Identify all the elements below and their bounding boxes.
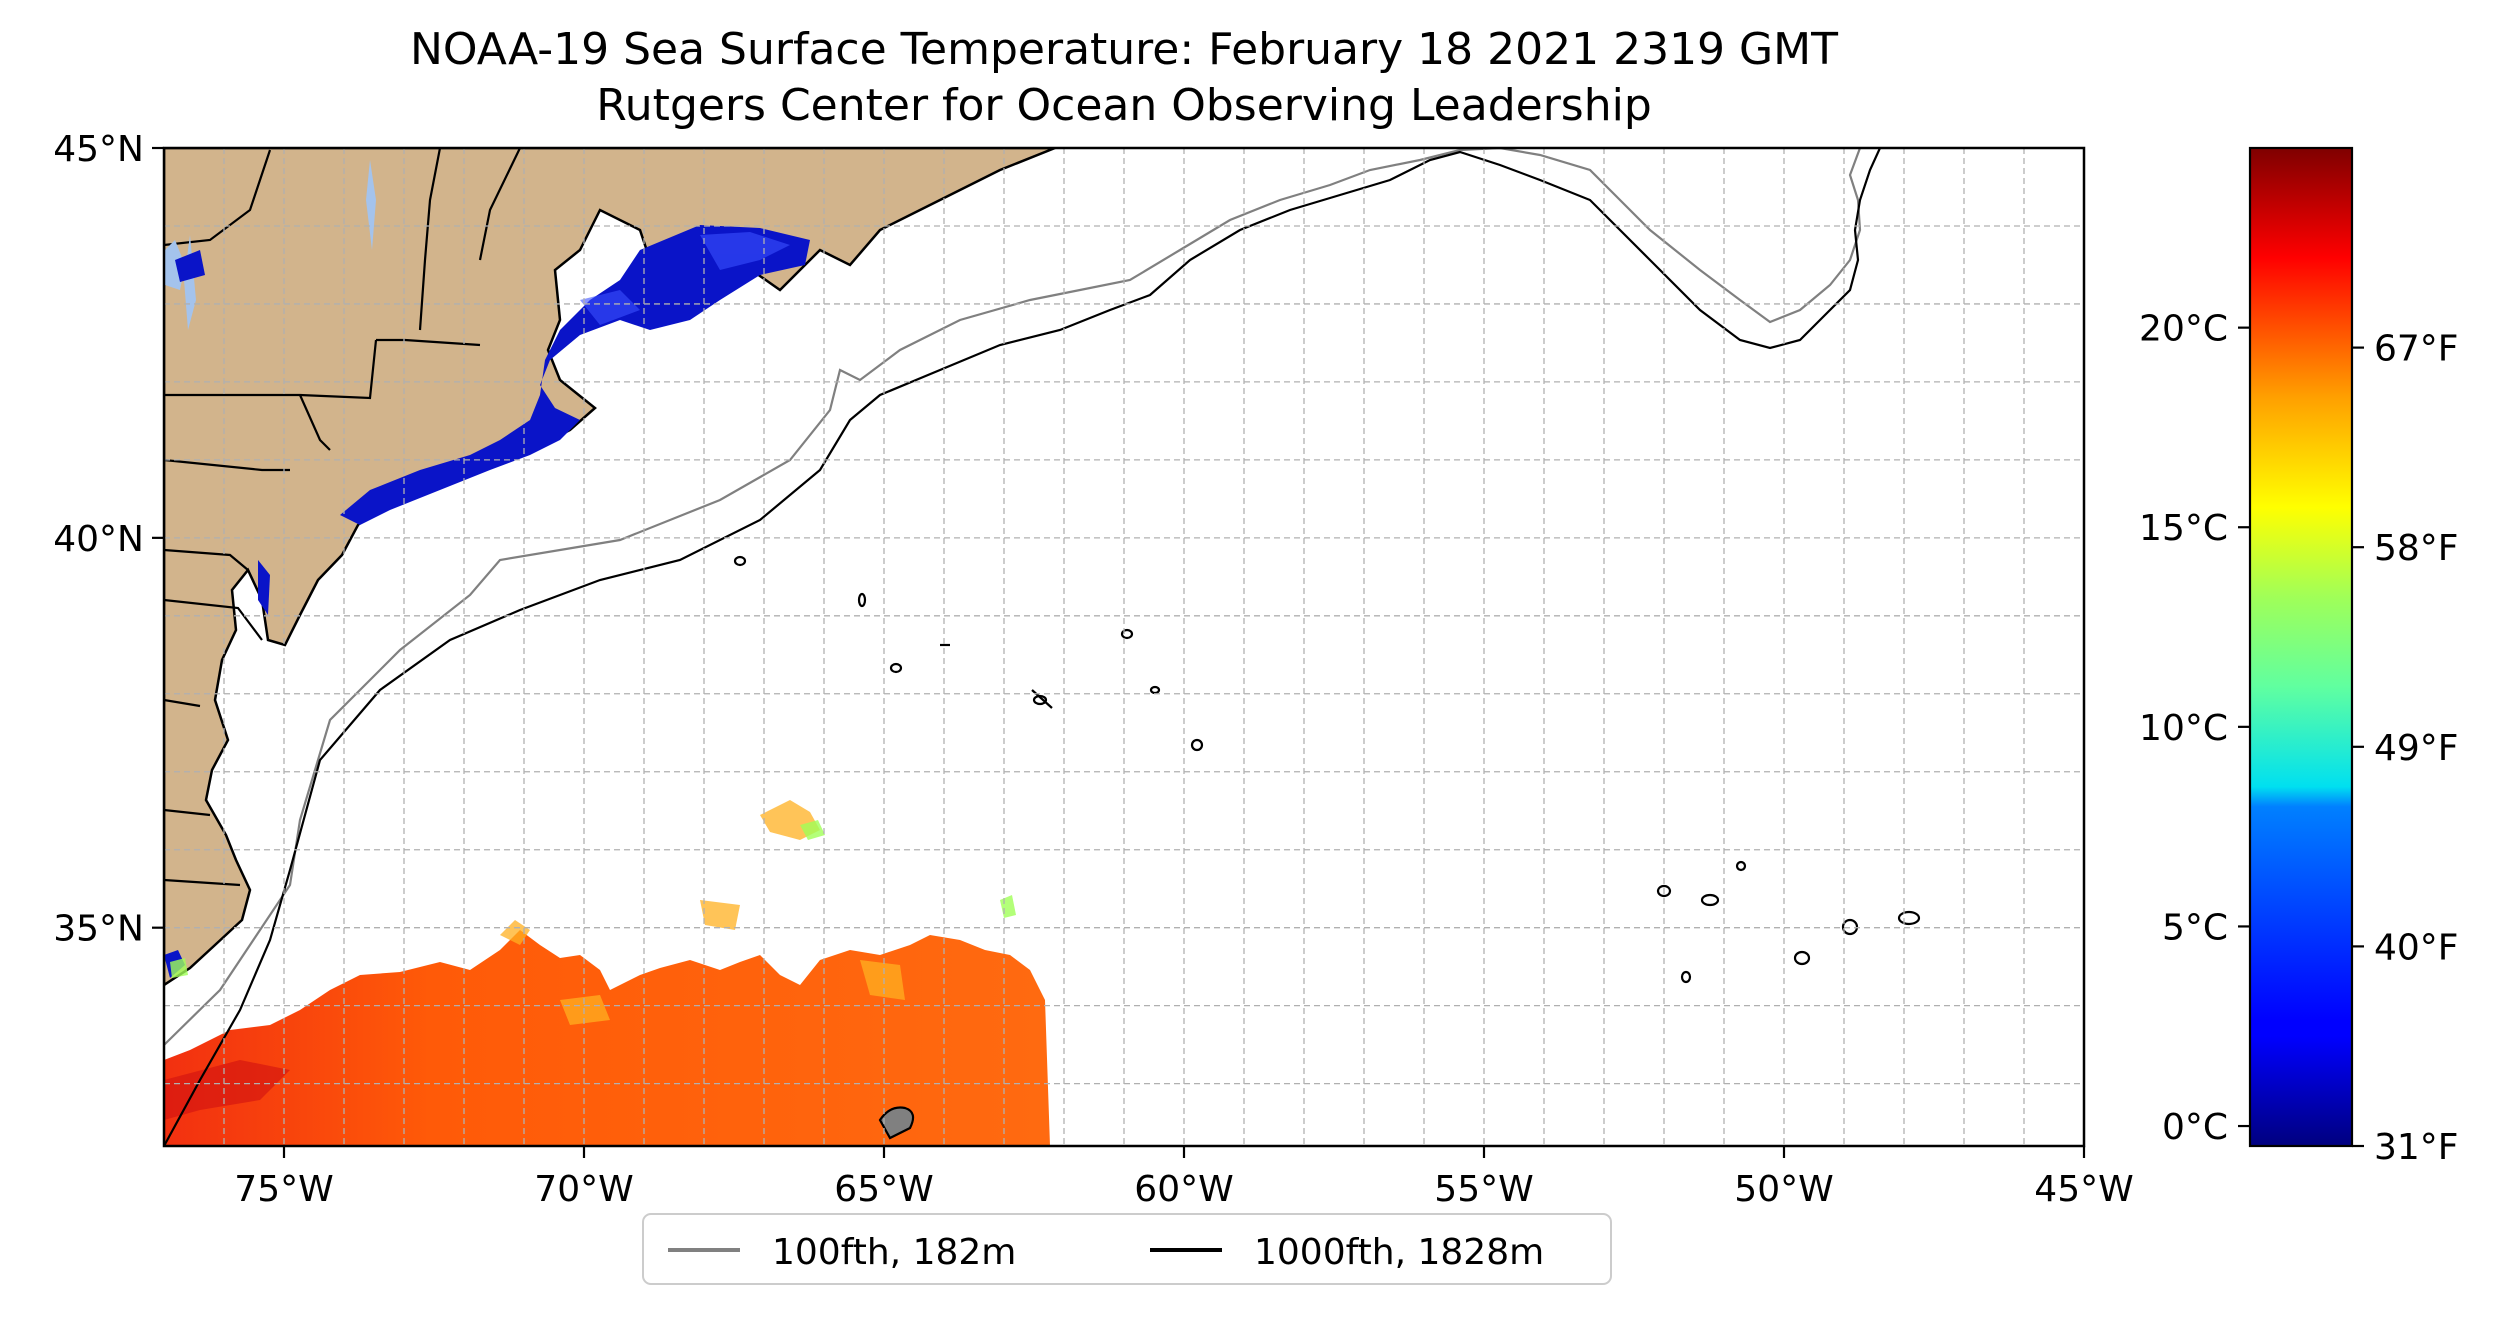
isobath-100fth (164, 148, 1862, 1046)
state-borders (164, 148, 521, 887)
lon-tick-label: 70°W (534, 1169, 633, 1210)
lat-axis: 45°N 40°N 35°N (53, 129, 164, 950)
lon-tick-label: 50°W (1734, 1169, 1833, 1210)
colorbar-fahrenheit-label: 49°F (2374, 728, 2459, 769)
sst-warm-region (164, 930, 1050, 1146)
lon-tick-label: 60°W (1134, 1169, 1233, 1210)
legend-label-1000fth: 1000fth, 1828m (1254, 1232, 1544, 1273)
colorbar-fahrenheit-label: 67°F (2374, 329, 2459, 370)
map-frame (162, 146, 2086, 1148)
map-subtitle: Rutgers Center for Ocean Observing Leade… (596, 80, 1652, 131)
lon-tick-label: 75°W (234, 1169, 333, 1210)
gridlines (163, 147, 2085, 1146)
lat-tick-label: 45°N (53, 129, 144, 170)
colorbar-fahrenheit-label: 31°F (2374, 1127, 2459, 1168)
colorbar-celsius-label: 0°C (2162, 1107, 2228, 1148)
colorbar-fahrenheit-label: 58°F (2374, 528, 2459, 569)
colorbar-fahrenheit-label: 40°F (2374, 927, 2459, 968)
isobath-1000fth (164, 148, 1882, 1146)
colorbar-celsius-label: 10°C (2139, 708, 2228, 749)
lon-tick-label: 45°W (2034, 1169, 2133, 1210)
colorbar-celsius-label: 20°C (2139, 309, 2228, 350)
colorbar (2248, 146, 2354, 1148)
colorbar-celsius-label: 5°C (2162, 907, 2228, 948)
lon-tick-label: 65°W (834, 1169, 933, 1210)
colorbar-celsius-label: 15°C (2139, 508, 2228, 549)
seamounts (733, 555, 1921, 984)
legend-label-100fth: 100fth, 182m (772, 1232, 1016, 1273)
legend: 100fth, 182m 1000fth, 1828m (642, 1213, 1612, 1285)
colorbar-fahrenheit-axis: 31°F 40°F 49°F 58°F 67°F (2352, 329, 2459, 1168)
lon-tick-label: 55°W (1434, 1169, 1533, 1210)
lat-tick-label: 40°N (53, 519, 144, 560)
lat-tick-label: 35°N (53, 909, 144, 950)
colorbar-celsius-axis: 0°C 5°C 10°C 15°C 20°C (2139, 309, 2250, 1148)
map-title: NOAA-19 Sea Surface Temperature: Februar… (410, 24, 1838, 75)
lon-axis: 75°W 70°W 65°W 60°W 55°W 50°W 45°W (234, 1146, 2134, 1210)
